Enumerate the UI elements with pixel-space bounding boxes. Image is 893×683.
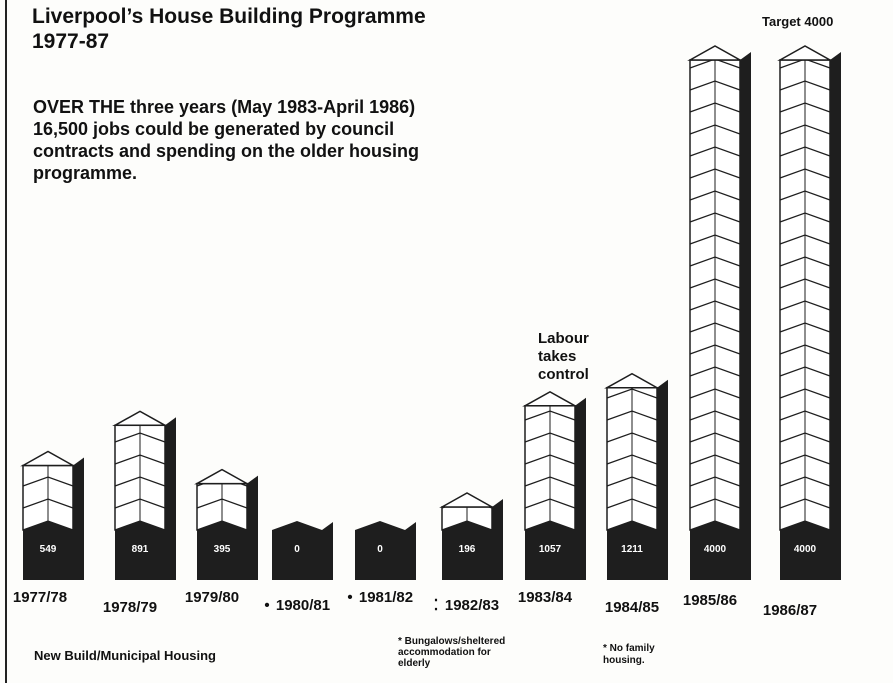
value-label: 0 — [377, 544, 383, 555]
bar-side — [657, 379, 668, 580]
value-label: 1057 — [539, 544, 562, 555]
value-label: 395 — [214, 544, 231, 555]
bar-side — [405, 522, 416, 580]
annotation: Target 4000 — [762, 14, 834, 29]
x-tick-label: 1983/84 — [518, 589, 573, 606]
bar-roof — [439, 492, 495, 508]
value-label: 4000 — [794, 544, 817, 555]
footnote: * No family housing. — [603, 643, 655, 666]
x-tick-label: 1978/79 — [103, 599, 157, 616]
bar-base — [690, 521, 740, 580]
bar-side — [247, 475, 258, 580]
chart-title: Liverpool’s House Building Programme 197… — [32, 5, 426, 53]
bar-base — [23, 521, 73, 580]
annotation: Labour takes control — [538, 330, 589, 383]
category-marker: ⁚ — [434, 597, 439, 614]
bar-side — [575, 397, 586, 580]
category-marker: • — [347, 589, 352, 606]
bar-side — [73, 457, 84, 580]
bar-side — [165, 417, 176, 580]
bar-base — [780, 521, 830, 580]
legend: New Build/Municipal Housing — [34, 648, 216, 663]
bar-roof — [20, 450, 76, 467]
bar-roof — [112, 410, 168, 427]
value-label: 196 — [459, 544, 476, 555]
x-tick-label: 1979/80 — [185, 589, 239, 606]
x-tick-label: 1982/83 — [445, 597, 499, 614]
value-label: 4000 — [704, 544, 727, 555]
bar-roof — [522, 390, 578, 407]
bar-roof — [687, 45, 743, 61]
bar-side — [830, 52, 841, 580]
bar-side — [492, 498, 503, 580]
bar-base — [272, 521, 322, 580]
x-tick-label: 1986/87 — [763, 602, 817, 619]
bar-base — [607, 521, 657, 580]
category-marker: • — [264, 597, 269, 614]
bar-base — [442, 521, 492, 580]
bar-side — [322, 522, 333, 580]
bar-base — [355, 521, 405, 580]
bar-roof — [604, 372, 660, 389]
x-tick-label: 1977/78 — [13, 589, 67, 606]
footnote: * Bungalows/sheltered accommodation for … — [398, 636, 506, 669]
value-label: 891 — [132, 544, 149, 555]
x-tick-label: 1981/82 — [359, 589, 413, 606]
value-label: 549 — [40, 544, 57, 555]
bar-roof — [194, 468, 250, 485]
bar-base — [197, 521, 247, 580]
x-tick-label: 1984/85 — [605, 599, 659, 616]
x-tick-label: 1980/81 — [276, 597, 330, 614]
bar-base — [115, 521, 165, 580]
bar-base — [525, 521, 575, 580]
subtitle: OVER THE three years (May 1983-April 198… — [33, 97, 420, 183]
value-label: 0 — [294, 544, 300, 555]
x-tick-label: 1985/86 — [683, 592, 737, 609]
bar-side — [740, 52, 751, 580]
bar-roof — [777, 45, 833, 61]
value-label: 1211 — [621, 544, 643, 555]
